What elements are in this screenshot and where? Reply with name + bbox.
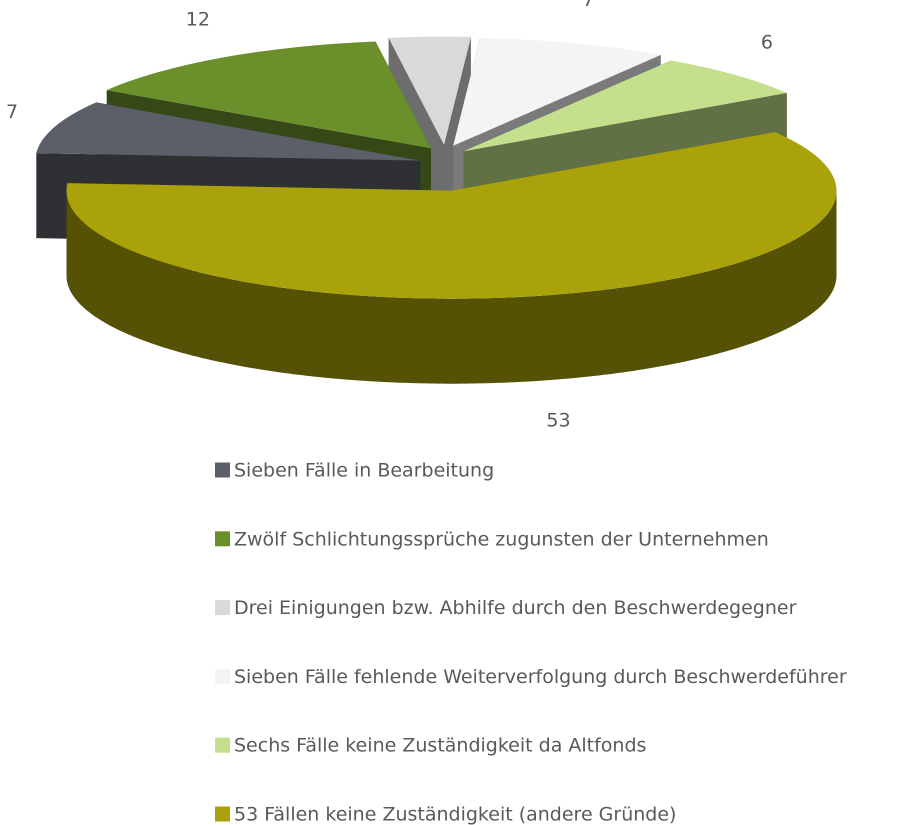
legend-swatch <box>215 737 230 753</box>
legend-swatch <box>215 668 230 684</box>
data-label: 7 <box>582 0 594 11</box>
data-label: 53 <box>546 410 570 432</box>
slice-top <box>453 38 661 146</box>
legend-label: Sieben Fälle fehlende Weiterverfolgung d… <box>234 666 847 688</box>
slice-top <box>36 102 421 161</box>
legend-label: 53 Fällen keine Zuständigkeit (andere Gr… <box>234 804 676 825</box>
data-label: 3 <box>422 0 434 2</box>
legend-swatch <box>215 531 230 547</box>
data-label: 6 <box>761 32 773 54</box>
slice <box>66 132 837 384</box>
legend-label: Zwölf Schlichtungssprüche zugunsten der … <box>234 528 769 550</box>
slice-side <box>66 191 837 384</box>
slice-top <box>463 60 787 152</box>
legend-label: Drei Einigungen bzw. Abhilfe durch den B… <box>234 597 797 619</box>
legend-label: Sieben Fälle in Bearbeitung <box>234 460 494 482</box>
slice-top <box>388 36 471 145</box>
slice-top <box>106 41 431 149</box>
legend-label: Sechs Fälle keine Zuständigkeit da Altfo… <box>234 735 646 757</box>
data-label: 7 <box>6 101 18 123</box>
legend-swatch <box>215 600 230 616</box>
slice-top <box>66 132 837 299</box>
legend-swatch <box>215 462 230 478</box>
legend-swatch <box>215 806 230 822</box>
data-label: 12 <box>186 8 210 30</box>
